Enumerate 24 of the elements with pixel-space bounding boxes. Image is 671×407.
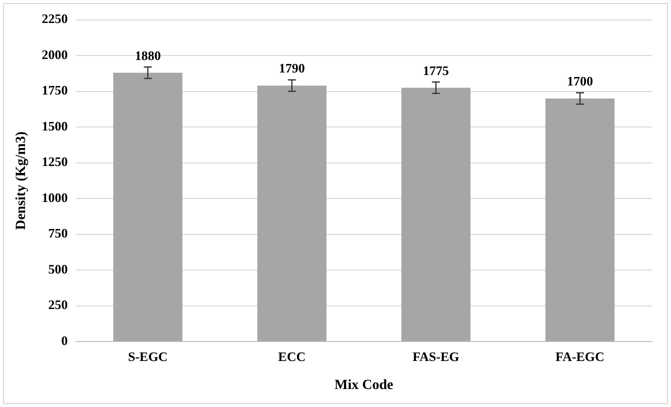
data-label: 1880 (134, 48, 161, 63)
x-tick-label: S-EGC (128, 348, 168, 364)
y-tick-label: 250 (48, 297, 68, 312)
y-tick-label: 500 (48, 261, 68, 276)
y-tick-label: 750 (48, 226, 68, 241)
x-tick-label: ECC (278, 348, 306, 364)
x-tick-label: FAS-EG (412, 348, 460, 364)
x-axis-title: Mix Code (334, 378, 394, 394)
y-tick-label: 2000 (42, 46, 68, 62)
y-axis-title: Density (Kg/m3) (14, 131, 30, 230)
bar (113, 72, 182, 342)
x-tick-label: FA-EGC (556, 348, 604, 364)
data-label: 1700 (566, 74, 593, 89)
y-tick-label: 2250 (42, 11, 68, 26)
y-tick-label: 1500 (42, 118, 68, 134)
data-label: 1775 (422, 62, 450, 78)
bar (401, 88, 470, 342)
y-tick-label: 1000 (42, 190, 68, 205)
y-tick-label: 1250 (42, 154, 68, 170)
y-tick-label: 0 (61, 332, 68, 348)
data-label: 1790 (278, 60, 305, 76)
y-tick-label: 1750 (42, 82, 68, 98)
bar (545, 98, 615, 342)
bar (257, 86, 326, 342)
